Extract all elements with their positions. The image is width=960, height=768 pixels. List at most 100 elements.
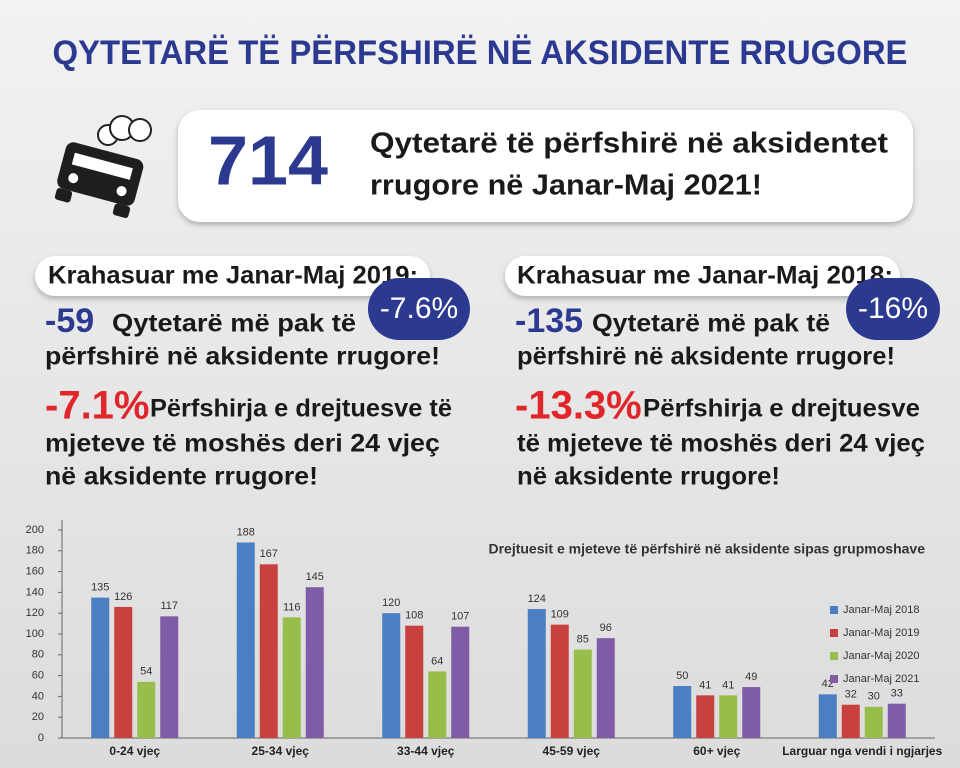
bar [160, 616, 179, 738]
bar [841, 704, 860, 738]
value-label: 126 [114, 591, 132, 603]
value-label: 32 [845, 689, 857, 701]
x-tick-label: Larguar nga vendi i ngjarjes [782, 744, 942, 758]
value-label: 109 [551, 609, 569, 621]
y-tick-label: 100 [26, 628, 44, 640]
legend-label: Janar-Maj 2018 [843, 604, 919, 616]
legend-label: Janar-Maj 2019 [843, 627, 919, 639]
value-label: 145 [306, 571, 324, 583]
heading-pill [35, 256, 430, 296]
y-tick-label: 80 [32, 649, 44, 661]
value-label: 108 [405, 610, 423, 622]
value-label: 30 [868, 691, 880, 703]
car-icon [54, 115, 152, 218]
heading-pill [505, 256, 900, 296]
value-label: 120 [382, 597, 400, 609]
badge [846, 278, 940, 340]
badge-text: -7.6% [380, 292, 458, 325]
value-label: 85 [577, 634, 589, 646]
y-tick-label: 40 [32, 690, 44, 702]
y-tick-label: 140 [26, 586, 44, 598]
x-tick-label: 45-59 vjeç [543, 744, 601, 758]
bar [887, 703, 906, 738]
bar [305, 587, 324, 738]
value-label: 124 [528, 593, 546, 605]
y-tick-label: 200 [26, 524, 44, 536]
value-label: 117 [160, 600, 178, 612]
y-tick-label: 120 [26, 607, 44, 619]
bar [818, 694, 837, 738]
stat-text: Përfshirja e drejtuesve të [150, 395, 452, 423]
badge-text: -16% [858, 292, 928, 325]
bar [137, 681, 156, 738]
y-tick-label: 0 [38, 732, 44, 744]
value-label: 96 [600, 622, 612, 634]
value-label: 33 [891, 688, 903, 700]
bar [527, 609, 546, 738]
title: QYTETARË TË PËRFSHIRË NË AKSIDENTE RRUGO… [53, 34, 908, 72]
y-tick-label: 60 [32, 670, 44, 682]
bar [428, 671, 447, 738]
legend-swatch [830, 652, 838, 660]
change-text: Qytetarë më pak të [112, 310, 356, 338]
headline-text: rrugore në Janar-Maj 2021! [370, 170, 762, 202]
value-label: 188 [237, 526, 255, 538]
bar [742, 687, 761, 738]
bar [451, 626, 470, 738]
bar [236, 542, 255, 738]
bar [382, 613, 401, 738]
bar [405, 625, 424, 738]
stat-number: -7.1% [45, 384, 150, 428]
value-label: 54 [140, 666, 152, 678]
value-label: 107 [451, 611, 469, 623]
value-label: 50 [676, 670, 688, 682]
bar [91, 597, 110, 738]
change-number: -135 [515, 302, 583, 340]
stat-text: në aksidente rrugore! [45, 463, 318, 491]
x-tick-label: 60+ vjeç [693, 744, 740, 758]
stat-number: -13.3% [515, 384, 642, 428]
stat-text: mjeteve të moshës deri 24 vjeç [45, 430, 440, 458]
value-label: 41 [699, 679, 711, 691]
bar [673, 686, 692, 738]
bar [550, 624, 569, 738]
value-label: 49 [745, 671, 757, 683]
x-tick-label: 0-24 vjeç [109, 744, 160, 758]
legend-swatch [830, 629, 838, 637]
bar [259, 564, 278, 738]
comparison-heading: Krahasuar me Janar-Maj 2018: [517, 262, 893, 290]
stat-text: të mjeteve të moshës deri 24 vjeç [517, 430, 925, 458]
legend-swatch [830, 606, 838, 614]
bar [573, 649, 592, 738]
bar [719, 695, 738, 738]
badge [368, 278, 470, 340]
legend-label: Janar-Maj 2021 [843, 673, 919, 685]
x-tick-label: 33-44 vjeç [397, 744, 455, 758]
value-label: 64 [431, 655, 443, 667]
y-tick-label: 160 [26, 566, 44, 578]
chart-title: Drejtuesit e mjeteve të përfshirë në aks… [488, 541, 925, 557]
bar [864, 706, 883, 738]
legend-swatch [830, 675, 838, 683]
change-text: përfshirë në aksidente rrugore! [517, 343, 895, 371]
change-text: Qytetarë më pak të [592, 310, 830, 338]
change-number: -59 [45, 302, 94, 340]
stat-text: në aksidente rrugore! [517, 463, 780, 491]
change-text: përfshirë në aksidente rrugore! [45, 343, 440, 371]
value-label: 167 [260, 548, 278, 560]
headline-text: Qytetarë të përfshirë në aksidentet [370, 128, 888, 160]
value-label: 135 [91, 582, 109, 594]
value-label: 116 [283, 601, 301, 613]
bar [282, 617, 301, 738]
bar [114, 606, 133, 738]
y-tick-label: 20 [32, 711, 44, 723]
headline-number: 714 [208, 121, 328, 199]
headline-box [178, 110, 913, 222]
x-tick-label: 25-34 vjeç [252, 744, 310, 758]
stat-text: Përfshirja e drejtuesve [643, 395, 920, 423]
value-label: 41 [722, 679, 734, 691]
y-tick-label: 180 [26, 545, 44, 557]
legend-label: Janar-Maj 2020 [843, 650, 919, 662]
